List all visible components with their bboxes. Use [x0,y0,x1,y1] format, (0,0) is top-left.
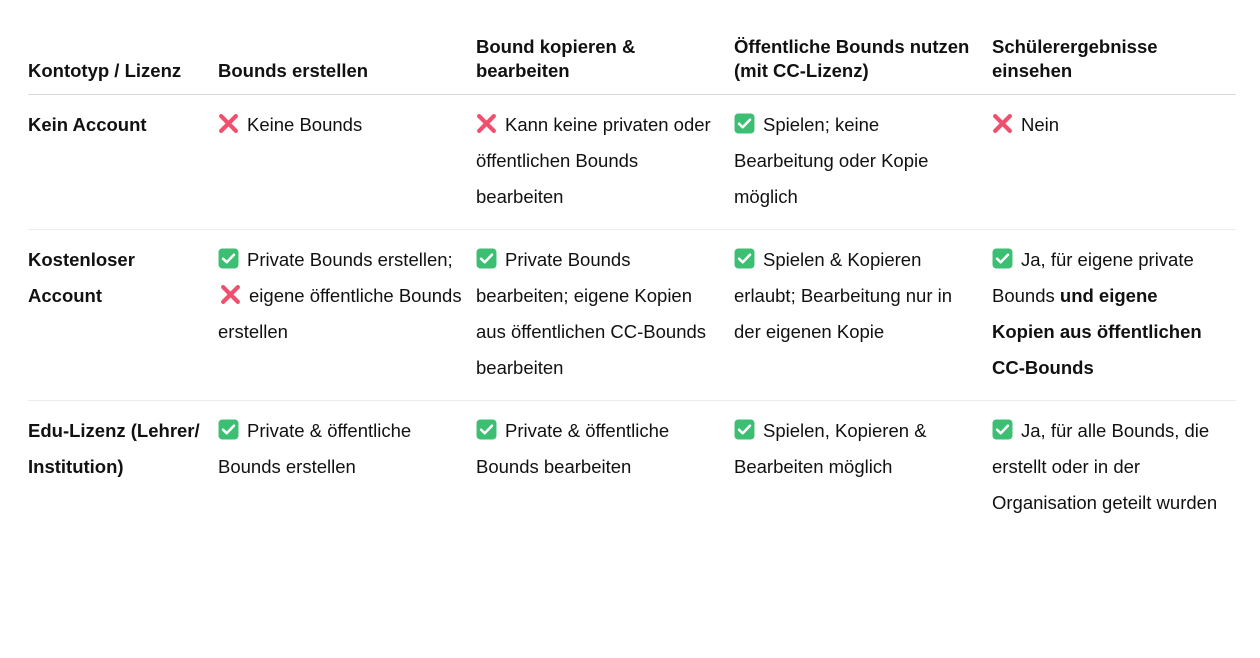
cell-results: Ja, für alle Bounds, die erstellt oder i… [992,400,1236,535]
cell-text: Private Bounds bearbeiten; eigene Kopien… [476,248,707,378]
table-row: Edu-Lizenz (Lehrer/ Institution) Private … [28,400,1236,535]
check-mark-icon [218,416,239,439]
cell-public-use: Spielen; keine Bearbeitung oder Kopie mö… [734,94,992,230]
cell-copy-edit: Kann keine privaten oder öffentlichen Bo… [476,94,734,230]
cell-text: eigene öffentliche Bounds erstellen [218,284,462,342]
cell-copy-edit: Private & öffentliche Bounds bearbeiten [476,400,734,535]
cell-text: Spielen; keine Bearbeitung oder Kopie mö… [734,113,929,207]
table-row: Kostenloser Account Private Bounds erstel… [28,229,1236,401]
header-public-use: Öffentliche Bounds nutzen (mit CC-Lizenz… [734,0,992,95]
permissions-table: Kontotyp / Lizenz Bounds erstellen Bound… [28,0,1236,535]
header-results: Schülerergebnisse einsehen [992,0,1236,95]
account-type-cell: Kein Account [28,94,218,230]
cross-mark-icon [476,110,497,133]
account-type-cell: Kostenloser Account [28,229,218,401]
header-account-type: Kontotyp / Lizenz [28,0,218,95]
cell-public-use: Spielen & Kopieren erlaubt; Bearbeitung … [734,229,992,401]
cell-results: Ja, für eigene private Bounds und eigene… [992,229,1236,401]
cell-create: Private & öffentliche Bounds erstellen [218,400,476,535]
check-mark-icon [734,110,755,133]
header-create: Bounds erstellen [218,0,476,95]
cell-text: Private Bounds erstellen; [247,248,453,270]
header-copy-edit: Bound kopieren & bearbeiten [476,0,734,95]
table-row: Kein Account Keine Bounds Kann keine priva… [28,94,1236,230]
cross-mark-icon [992,110,1013,133]
cell-copy-edit: Private Bounds bearbeiten; eigene Kopien… [476,229,734,401]
cell-text: Keine Bounds [247,113,363,135]
cross-mark-icon [220,281,241,304]
cell-text-bold: und eigene Kopien aus öffentlichen CC-Bo… [992,284,1202,378]
cell-text: Private & öffentliche Bounds erstellen [218,419,412,477]
check-mark-icon [476,245,497,268]
check-mark-icon [992,245,1013,268]
cell-text: Ja, für eigene private Bounds [992,248,1194,306]
header-row: Kontotyp / Lizenz Bounds erstellen Bound… [28,0,1236,95]
check-mark-icon [992,416,1013,439]
cell-text: Ja, für alle Bounds, die erstellt oder i… [992,419,1218,513]
table-body: Kein Account Keine Bounds Kann keine priva… [28,94,1236,535]
check-mark-icon [218,245,239,268]
cell-text: Nein [1021,113,1060,135]
cell-results: Nein [992,94,1236,230]
cell-text: Spielen & Kopieren erlaubt; Bearbeitung … [734,248,953,342]
cell-text: Private & öffentliche Bounds bearbeiten [476,419,670,477]
cell-public-use: Spielen, Kopieren & Bearbeiten möglich [734,400,992,535]
cell-create: Private Bounds erstellen; eigene öffentl… [218,229,476,401]
check-mark-icon [476,416,497,439]
cross-mark-icon [218,110,239,133]
check-mark-icon [734,416,755,439]
account-type-cell: Edu-Lizenz (Lehrer/ Institution) [28,419,200,477]
check-mark-icon [734,245,755,268]
cell-text: Kann keine privaten oder öffentlichen Bo… [476,113,711,207]
cell-text: Spielen, Kopieren & Bearbeiten möglich [734,419,927,477]
cell-create: Keine Bounds [218,94,476,230]
